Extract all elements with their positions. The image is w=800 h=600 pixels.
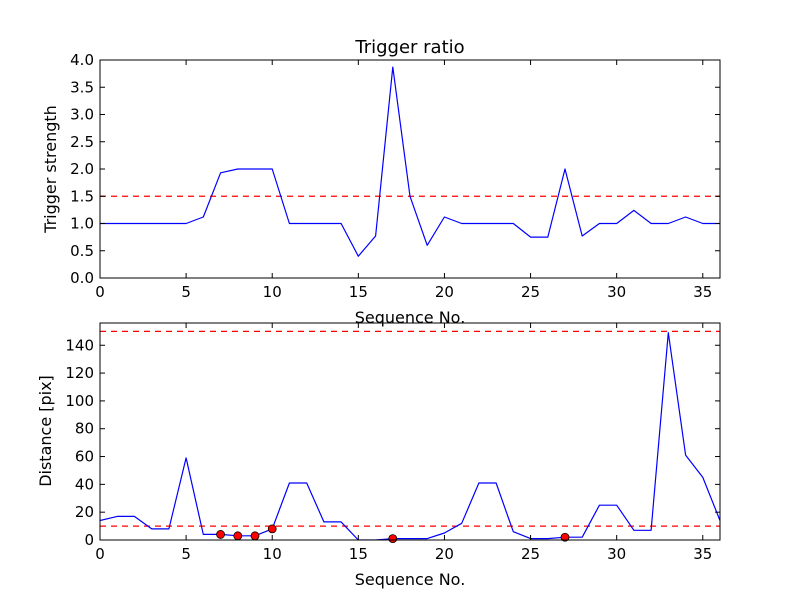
x-tick-label: 35 — [693, 545, 712, 563]
axes-frame — [99, 59, 721, 279]
trigger-ratio-plot: Trigger ratio 0 5 10 15 20 25 30 35 0.0 0.5 1.0 1.5… — [41, 37, 721, 327]
x-tick-label: 10 — [263, 545, 282, 563]
y-axis-label: Distance [pix] — [36, 375, 55, 487]
y-tick-label: 0 — [84, 531, 94, 549]
data-point-marker — [233, 531, 243, 541]
y-tick-label: 80 — [75, 420, 94, 438]
x-tick-label: 35 — [693, 283, 712, 301]
distance-plot: 0 5 10 15 20 25 30 35 0 20 40 60 80 100 120 140 Sequenc… — [36, 322, 721, 589]
x-tick-label: 0 — [95, 545, 105, 563]
x-tick-label: 20 — [435, 283, 454, 301]
series-line — [100, 332, 720, 540]
y-tick-label: 2.0 — [70, 160, 94, 178]
y-tick-label: 0.5 — [70, 242, 94, 260]
x-tick-label: 5 — [181, 283, 191, 301]
y-tick-label: 20 — [75, 503, 94, 521]
x-tick-label: 0 — [95, 283, 105, 301]
y-tick-label: 2.5 — [70, 133, 94, 151]
y-tick-label: 1.0 — [70, 215, 94, 233]
y-tick-label: 1.5 — [70, 187, 94, 205]
data-point-marker — [216, 530, 225, 539]
chart-title: Trigger ratio — [354, 37, 464, 58]
data-point-marker — [250, 531, 260, 541]
y-tick-label: 4.0 — [70, 51, 94, 69]
x-tick-label: 10 — [263, 283, 282, 301]
x-axis-label: Sequence No. — [355, 570, 466, 589]
x-tick-label: 15 — [349, 545, 368, 563]
data-point-marker — [267, 524, 277, 534]
y-tick-label: 3.0 — [70, 106, 94, 124]
series-line — [100, 66, 720, 257]
x-tick-label: 30 — [607, 283, 626, 301]
x-tick-label: 25 — [521, 545, 540, 563]
x-tick-label: 5 — [181, 545, 191, 563]
y-tick-label: 60 — [75, 448, 94, 466]
y-tick-label: 140 — [65, 336, 94, 354]
y-tick-label: 3.5 — [70, 78, 94, 96]
data-point-marker — [560, 532, 570, 542]
y-tick-label: 120 — [65, 364, 94, 382]
y-tick-label: 0.0 — [70, 269, 94, 287]
y-axis-label: Trigger strength — [41, 105, 60, 234]
axes-frame — [99, 322, 721, 541]
x-tick-label: 15 — [349, 283, 368, 301]
x-tick-label: 20 — [435, 545, 454, 563]
x-axis-label: Sequence No. — [355, 308, 466, 327]
x-tick-label: 30 — [607, 545, 626, 563]
data-point-marker — [388, 534, 398, 544]
x-tick-label: 25 — [521, 283, 540, 301]
y-tick-label: 100 — [65, 392, 94, 410]
y-tick-label: 40 — [75, 475, 94, 493]
